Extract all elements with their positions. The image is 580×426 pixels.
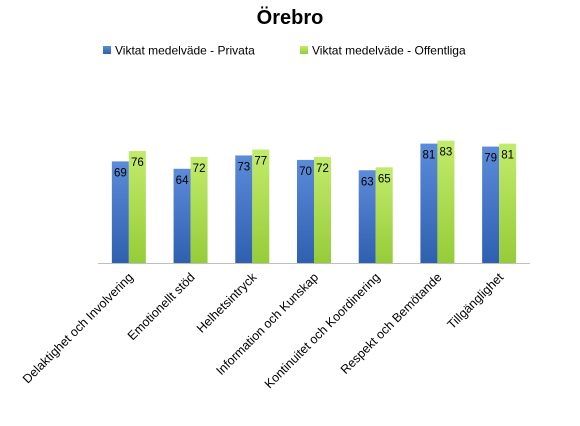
x-tick-label-6: Respekt och Bemötande: [338, 270, 445, 377]
bar-privata-2: [173, 168, 191, 264]
bar-privata-4: [297, 159, 314, 264]
value-label-offentliga-4: 72: [316, 163, 329, 175]
bar-privata-5: [358, 170, 376, 264]
x-tick-label-7: Tillgänglighet: [445, 270, 507, 332]
x-tick-label-5: Kontinuitet och Koordinering: [262, 270, 383, 391]
value-label-privata-4: 70: [299, 166, 312, 178]
value-label-privata-7: 79: [484, 153, 497, 165]
legend-swatch-privata: [103, 46, 111, 54]
legend-swatch-offentliga: [300, 46, 308, 54]
value-label-privata-5: 63: [361, 176, 374, 188]
bar-offentliga-1: [128, 151, 146, 264]
bar-offentliga-3: [252, 149, 270, 264]
value-label-offentliga-7: 81: [501, 150, 514, 162]
value-label-privata-1: 69: [114, 167, 127, 179]
legend-label-offentliga: Viktat medelväde - Offentliga: [312, 44, 466, 58]
value-labels-layer: 69 76 64 72 73 77 70 72 63 65 81 83 79 81: [114, 147, 514, 189]
bar-privata-6: [420, 143, 438, 264]
value-label-offentliga-6: 83: [440, 147, 453, 159]
x-tick-label-1: Delaktighet och Involvering: [20, 270, 136, 386]
bar-offentliga-6: [437, 140, 455, 264]
x-tick-label-4: Information och Kunskap: [213, 270, 321, 378]
x-tick-label-2: Emotionellt stöd: [125, 270, 198, 343]
bars-layer: [111, 140, 517, 264]
legend: Viktat medelväde - Privata Viktat medelv…: [103, 44, 466, 58]
value-label-offentliga-1: 76: [131, 157, 144, 169]
value-label-offentliga-2: 72: [193, 163, 206, 175]
bar-offentliga-4: [314, 156, 331, 264]
value-label-privata-2: 64: [176, 175, 189, 187]
bar-privata-3: [235, 155, 253, 264]
bar-privata-1: [111, 161, 129, 264]
x-tick-label-3: Helhetsintryck: [194, 270, 260, 336]
value-label-privata-3: 73: [237, 161, 250, 173]
value-label-privata-6: 81: [423, 150, 436, 162]
bar-offentliga-2: [190, 156, 208, 264]
bar-privata-7: [482, 146, 500, 264]
bar-offentliga-5: [375, 167, 393, 264]
bar-offentliga-7: [499, 143, 517, 264]
value-label-offentliga-5: 65: [378, 173, 391, 185]
value-label-offentliga-3: 77: [254, 156, 267, 168]
legend-label-privata: Viktat medelväde - Privata: [115, 44, 255, 58]
chart-title: Örebro: [257, 6, 324, 29]
